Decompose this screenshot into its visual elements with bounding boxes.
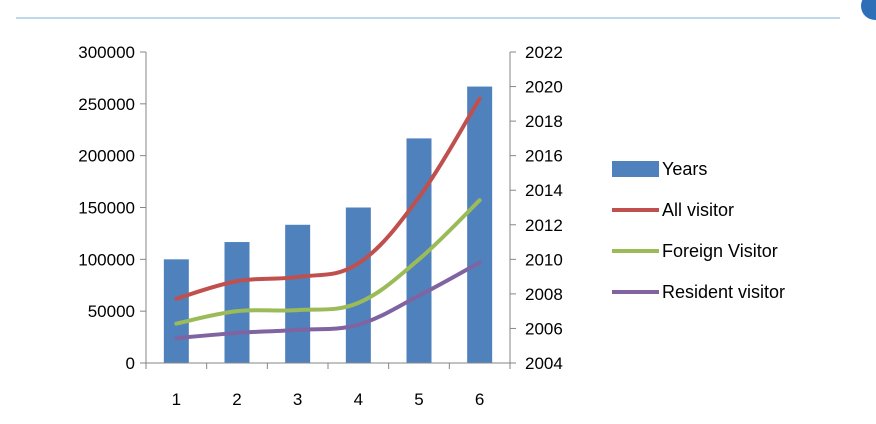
legend-label-foreign-visitor: Foreign Visitor xyxy=(662,241,778,261)
y-tick-label-primary: 200000 xyxy=(78,147,135,166)
y-tick-label-secondary: 2010 xyxy=(525,250,563,269)
y-tick-label-secondary: 2006 xyxy=(525,319,563,338)
legend: Years All visitor Foreign Visitor Resident … xyxy=(612,159,785,302)
bar-years xyxy=(285,224,311,363)
y-tick-label-primary: 50000 xyxy=(88,302,135,321)
y-tick-label-primary: 0 xyxy=(126,354,135,373)
legend-label-resident-visitor: Resident visitor xyxy=(662,282,785,302)
x-tick-label: 4 xyxy=(354,390,363,409)
legend-label-all-visitor: All visitor xyxy=(662,200,734,220)
y-tick-label-secondary: 2022 xyxy=(525,43,563,62)
y-tick-label-primary: 150000 xyxy=(78,199,135,218)
y-tick-label-primary: 100000 xyxy=(78,250,135,269)
x-tick-label: 6 xyxy=(475,390,484,409)
y-tick-label-secondary: 2012 xyxy=(525,216,563,235)
line-all-visitor xyxy=(174,96,482,301)
y-tick-label-secondary: 2016 xyxy=(525,147,563,166)
y-tick-label-secondary: 2014 xyxy=(525,181,563,200)
legend-swatch-years xyxy=(612,161,659,177)
bar-years xyxy=(163,259,189,363)
y-tick-label-primary: 300000 xyxy=(78,43,135,62)
x-tick-label: 2 xyxy=(232,390,241,409)
y-tick-label-secondary: 2020 xyxy=(525,78,563,97)
y-tick-label-primary: 250000 xyxy=(78,95,135,114)
bar-years xyxy=(224,242,250,363)
bar-years xyxy=(345,207,371,363)
x-tick-label: 1 xyxy=(172,390,181,409)
plot-area: 0 50000 100000 150000 200000 250000 300000 2004… xyxy=(78,43,563,409)
y-tick-label-secondary: 2018 xyxy=(525,112,563,131)
x-tick-label: 5 xyxy=(414,390,423,409)
line-foreign-visitor xyxy=(174,198,482,326)
legend-label-years: Years xyxy=(662,159,707,179)
x-tick-label: 3 xyxy=(293,390,302,409)
corner-badge xyxy=(861,0,876,20)
bar-years xyxy=(467,86,493,364)
y-tick-label-secondary: 2004 xyxy=(525,354,563,373)
y-tick-label-secondary: 2008 xyxy=(525,285,563,304)
line-resident-visitor xyxy=(174,260,482,341)
